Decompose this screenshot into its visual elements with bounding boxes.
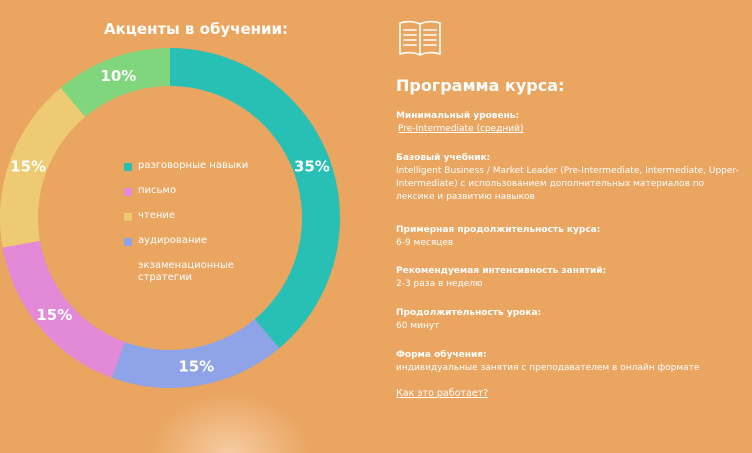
info-label: Рекомендуемая интенсивность занятий: [396,266,607,276]
legend-label: письмо [138,185,177,196]
chart-title: Акценты в обучении: [104,20,289,38]
info-value-wrap: Pre-Intermediate (средний) [396,123,742,136]
info-label: Примерная продолжительность курса: [396,225,601,235]
slice-percent-label: 15% [36,306,72,324]
info-intensity: Рекомендуемая интенсивность занятий: 2-3… [396,265,742,291]
legend-label: разговорные навыки [138,160,249,171]
legend-item-exam-strategies: экзаменационные стратегии [124,260,258,285]
info-value: 6-9 месяцев [396,238,454,248]
program-title: Программа курса: [396,76,565,95]
legend-swatch [124,213,132,221]
open-book-icon [399,20,441,56]
slice-percent-label: 10% [100,67,136,85]
legend-item-speaking: разговорные навыки [124,160,258,185]
donut-slice-0 [170,48,341,349]
info-course-duration: Примерная продолжительность курса: 6-9 м… [396,224,742,250]
chart-legend: разговорные навыки письмо чтение аудиров… [124,160,258,285]
legend-label: экзаменационные стратегии [138,260,234,283]
info-label: Базовый учебник: [396,153,491,163]
donut-slice-1 [111,319,280,388]
info-label: Минимальный уровень: [396,111,520,121]
info-value: 2-3 раза в неделю [396,279,483,289]
how-it-works-link[interactable]: Как это работает? [396,388,489,399]
info-label: Продолжительность урока: [396,308,542,318]
info-value: индивидуальные занятия с преподавателем … [396,363,700,373]
info-learning-format: Форма обучения: индивидуальные занятия с… [396,349,742,375]
legend-swatch [124,188,132,196]
legend-item-writing: письмо [124,185,258,210]
info-value: Intelligent Business / Market Leader (Pr… [396,166,739,202]
donut-slice-2 [2,240,125,378]
donut-slice-4 [60,48,170,117]
legend-item-listening: аудирование [124,235,258,260]
slice-percent-label: 35% [294,157,330,175]
legend-swatch [124,163,132,171]
info-lesson-duration: Продолжительность урока: 60 минут [396,307,742,333]
slice-percent-label: 15% [178,358,214,376]
legend-label: аудирование [138,235,208,246]
legend-swatch [124,238,132,246]
donut-chart: 35% 15% 15% 15% 10% [0,48,341,388]
legend-item-reading: чтение [124,210,258,235]
donut-slice-3 [0,87,86,248]
level-link[interactable]: Pre-Intermediate (средний) [398,124,524,134]
info-value: 60 минут [396,321,440,331]
info-label: Форма обучения: [396,350,487,360]
info-min-level: Минимальный уровень: Pre-Intermediate (с… [396,110,742,136]
info-textbook: Базовый учебник: Intelligent Business / … [396,152,742,204]
legend-label: чтение [138,210,176,221]
slice-percent-label: 15% [10,157,46,175]
